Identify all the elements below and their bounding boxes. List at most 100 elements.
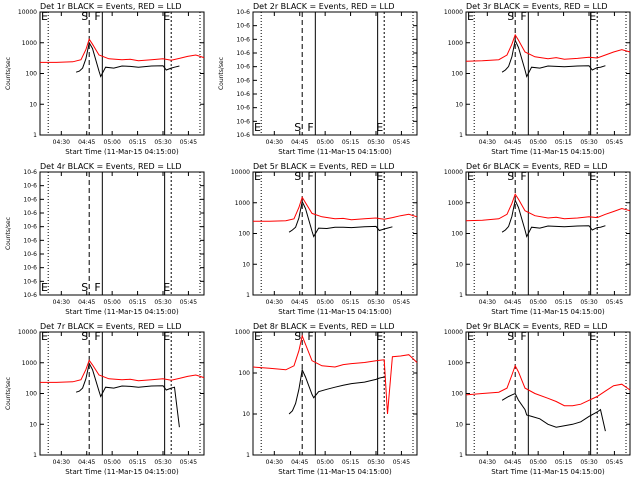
x-tick-label: 05:30 bbox=[154, 299, 171, 306]
time-marker-label: S bbox=[81, 10, 88, 23]
y-tick-label: 1000 bbox=[448, 360, 463, 367]
x-tick-label: 04:45 bbox=[291, 459, 308, 466]
time-marker-label: E bbox=[41, 330, 48, 343]
y-tick-label: 100 bbox=[239, 231, 251, 238]
x-tick-label: 05:30 bbox=[367, 139, 384, 146]
series-lld bbox=[465, 193, 631, 222]
y-tick-label: 10-6 bbox=[23, 278, 37, 285]
y-axis-label: Counts/sec bbox=[5, 217, 12, 250]
y-tick-label: 100 bbox=[452, 71, 464, 78]
x-tick-label: 05:30 bbox=[367, 299, 384, 306]
x-tick-label: 05:00 bbox=[104, 139, 121, 146]
y-tick-label: 10 bbox=[455, 101, 463, 108]
time-marker-label: E bbox=[589, 170, 596, 183]
time-marker-label: E bbox=[163, 330, 170, 343]
y-tick-label: 10000 bbox=[444, 169, 463, 176]
y-tick-label: 1000 bbox=[448, 200, 463, 207]
plot-frame bbox=[465, 331, 631, 456]
chart-panel-2: Det 2r BLACK = Events, RED = LLD Counts/s… bbox=[218, 2, 418, 156]
y-tick-label: 100 bbox=[26, 71, 38, 78]
chart-panel-5: Det 5r BLACK = Events, RED = LLD Start Ti… bbox=[231, 162, 418, 316]
x-tick-label: 05:30 bbox=[580, 139, 597, 146]
y-tick-label: 100 bbox=[26, 391, 38, 398]
x-tick-label: 05:15 bbox=[555, 139, 572, 146]
y-tick-label: 1 bbox=[459, 452, 463, 459]
time-marker-label: F bbox=[94, 281, 100, 294]
y-tick-label: 100 bbox=[452, 391, 464, 398]
x-axis-label: Start Time (11-Mar-15 04:15:00) bbox=[65, 468, 179, 476]
y-tick-label: 1 bbox=[33, 132, 37, 139]
x-tick-label: 05:00 bbox=[317, 299, 334, 306]
y-tick-label: 10-6 bbox=[236, 9, 250, 16]
y-tick-label: 10-6 bbox=[236, 77, 250, 84]
y-axis-label: Counts/sec bbox=[5, 377, 12, 410]
time-marker-label: S bbox=[81, 281, 88, 294]
series-lld bbox=[465, 33, 631, 62]
y-tick-label: 1000 bbox=[235, 329, 250, 336]
y-tick-label: 10-6 bbox=[236, 132, 250, 139]
y-tick-label: 10-6 bbox=[236, 36, 250, 43]
x-tick-label: 05:15 bbox=[555, 299, 572, 306]
x-tick-label: 05:45 bbox=[606, 459, 623, 466]
x-tick-label: 04:45 bbox=[291, 299, 308, 306]
y-tick-label: 1 bbox=[459, 132, 463, 139]
y-tick-label: 10-6 bbox=[23, 224, 37, 231]
x-tick-label: 05:15 bbox=[342, 139, 359, 146]
x-tick-label: 05:30 bbox=[580, 299, 597, 306]
x-tick-label: 05:00 bbox=[104, 299, 121, 306]
series-events bbox=[501, 198, 606, 238]
x-tick-label: 05:00 bbox=[530, 139, 547, 146]
y-tick-label: 10-6 bbox=[236, 23, 250, 30]
time-marker-label: S bbox=[507, 170, 514, 183]
plot-frame bbox=[252, 171, 418, 296]
y-tick-label: 10 bbox=[29, 101, 37, 108]
time-marker-label: E bbox=[467, 170, 474, 183]
time-marker-label: S bbox=[294, 121, 301, 134]
series-lld bbox=[40, 38, 205, 63]
x-tick-label: 04:30 bbox=[53, 139, 70, 146]
x-axis-label: Start Time (11-Mar-15 04:15:00) bbox=[65, 148, 179, 156]
x-tick-label: 05:00 bbox=[530, 459, 547, 466]
time-marker-label: F bbox=[307, 330, 313, 343]
x-axis-label: Start Time (11-Mar-15 04:15:00) bbox=[491, 468, 605, 476]
x-tick-label: 04:30 bbox=[479, 299, 496, 306]
x-tick-label: 05:00 bbox=[530, 299, 547, 306]
x-tick-label: 04:30 bbox=[266, 459, 283, 466]
y-tick-label: 1000 bbox=[448, 40, 463, 47]
x-tick-label: 04:45 bbox=[78, 139, 95, 146]
chart-title: Det 8r BLACK = Events, RED = LLD bbox=[253, 322, 395, 331]
x-tick-label: 04:45 bbox=[78, 459, 95, 466]
time-marker-label: F bbox=[307, 170, 313, 183]
series-lld bbox=[253, 196, 418, 222]
chart-panel-3: Det 3r BLACK = Events, RED = LLD Start Ti… bbox=[444, 2, 631, 156]
y-tick-label: 10 bbox=[242, 411, 250, 418]
x-tick-label: 05:30 bbox=[580, 459, 597, 466]
time-marker-label: E bbox=[254, 170, 261, 183]
x-tick-label: 04:45 bbox=[504, 299, 521, 306]
x-axis-label: Start Time (11-Mar-15 04:15:00) bbox=[65, 308, 179, 316]
time-marker-label: E bbox=[254, 121, 261, 134]
time-marker-label: E bbox=[467, 10, 474, 23]
x-tick-label: 04:30 bbox=[266, 299, 283, 306]
chart-panel-8: Det 8r BLACK = Events, RED = LLD Start Ti… bbox=[235, 322, 418, 476]
x-tick-label: 05:45 bbox=[180, 299, 197, 306]
y-tick-label: 100 bbox=[239, 370, 251, 377]
x-tick-label: 04:30 bbox=[53, 459, 70, 466]
x-tick-label: 04:30 bbox=[479, 459, 496, 466]
time-marker-label: S bbox=[507, 10, 514, 23]
chart-panel-4: Det 4r BLACK = Events, RED = LLD Counts/s… bbox=[5, 162, 205, 316]
x-tick-label: 04:30 bbox=[479, 139, 496, 146]
x-tick-label: 05:00 bbox=[104, 459, 121, 466]
y-tick-label: 10-6 bbox=[23, 169, 37, 176]
time-marker-label: E bbox=[163, 281, 170, 294]
plot-frame bbox=[465, 171, 631, 296]
x-tick-label: 05:30 bbox=[367, 459, 384, 466]
chart-title: Det 7r BLACK = Events, RED = LLD bbox=[40, 322, 182, 331]
x-tick-label: 04:30 bbox=[266, 139, 283, 146]
plot-frame bbox=[39, 331, 205, 456]
plot-frame bbox=[39, 171, 205, 296]
time-marker-label: S bbox=[507, 330, 514, 343]
x-tick-label: 05:45 bbox=[180, 139, 197, 146]
x-tick-label: 05:15 bbox=[129, 459, 146, 466]
